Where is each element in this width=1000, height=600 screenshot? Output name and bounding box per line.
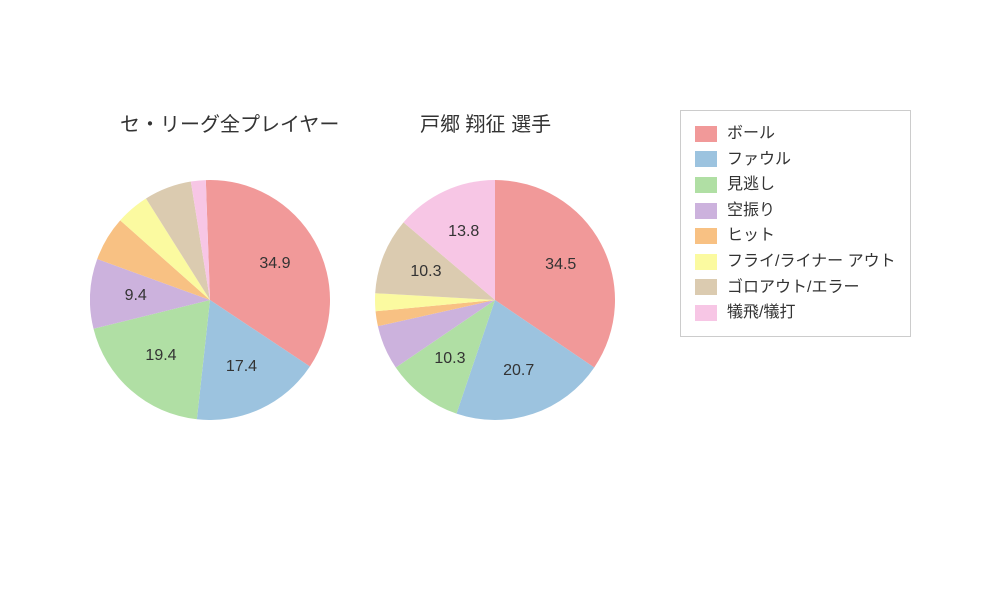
chart-stage: セ・リーグ全プレイヤー34.917.419.49.4戸郷 翔征 選手34.520… xyxy=(0,0,1000,600)
legend-item-sac: 犠飛/犠打 xyxy=(695,300,896,326)
pie-player xyxy=(375,180,615,420)
legend-swatch-looking xyxy=(695,177,717,193)
legend-item-hit: ヒット xyxy=(695,223,896,249)
legend-swatch-fly_out xyxy=(695,254,717,270)
legend-label-sac: 犠飛/犠打 xyxy=(727,300,795,326)
legend: ボールファウル見逃し空振りヒットフライ/ライナー アウトゴロアウト/エラー犠飛/… xyxy=(680,110,911,337)
legend-item-looking: 見逃し xyxy=(695,172,896,198)
legend-label-fly_out: フライ/ライナー アウト xyxy=(727,249,896,275)
legend-item-foul: ファウル xyxy=(695,147,896,173)
chart-title-player: 戸郷 翔征 選手 xyxy=(420,108,551,137)
legend-item-swing: 空振り xyxy=(695,198,896,224)
pie-league xyxy=(90,180,330,420)
legend-swatch-sac xyxy=(695,305,717,321)
legend-swatch-ground_out xyxy=(695,279,717,295)
legend-label-ball: ボール xyxy=(727,121,775,147)
legend-item-ball: ボール xyxy=(695,121,896,147)
chart-title-league: セ・リーグ全プレイヤー xyxy=(120,108,339,137)
legend-label-looking: 見逃し xyxy=(727,172,775,198)
legend-swatch-swing xyxy=(695,203,717,219)
legend-item-fly_out: フライ/ライナー アウト xyxy=(695,249,896,275)
legend-label-hit: ヒット xyxy=(727,223,775,249)
legend-swatch-ball xyxy=(695,126,717,142)
legend-label-foul: ファウル xyxy=(727,147,791,173)
legend-label-swing: 空振り xyxy=(727,198,775,224)
legend-swatch-hit xyxy=(695,228,717,244)
legend-item-ground_out: ゴロアウト/エラー xyxy=(695,275,896,301)
legend-label-ground_out: ゴロアウト/エラー xyxy=(727,275,859,301)
legend-swatch-foul xyxy=(695,151,717,167)
